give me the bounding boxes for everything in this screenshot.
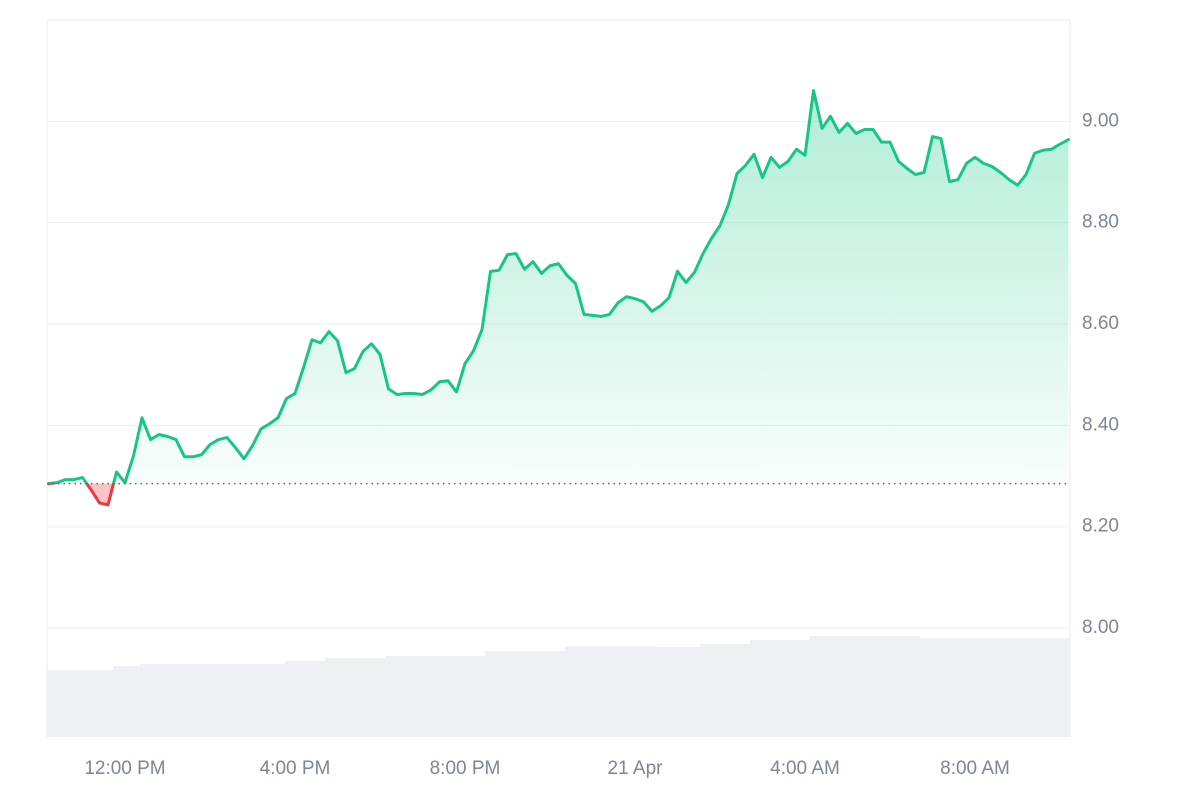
y-tick-label: 9.00 (1082, 110, 1119, 131)
x-tick-label: 21 Apr (608, 758, 664, 779)
x-tick-label: 8:00 PM (430, 758, 501, 779)
y-tick-label: 8.60 (1082, 313, 1119, 334)
x-tick-label: 4:00 AM (770, 758, 840, 779)
area-fill (48, 90, 1069, 505)
y-tick-label: 8.40 (1082, 414, 1119, 435)
volume-area (47, 636, 1070, 737)
y-tick-label: 8.20 (1082, 516, 1119, 537)
y-tick-label: 8.80 (1082, 212, 1119, 233)
x-tick-label: 4:00 PM (260, 758, 331, 779)
x-tick-label: 8:00 AM (940, 758, 1010, 779)
y-tick-label: 8.00 (1082, 617, 1119, 638)
x-tick-label: 12:00 PM (84, 758, 165, 779)
price-line (46, 88, 1071, 507)
